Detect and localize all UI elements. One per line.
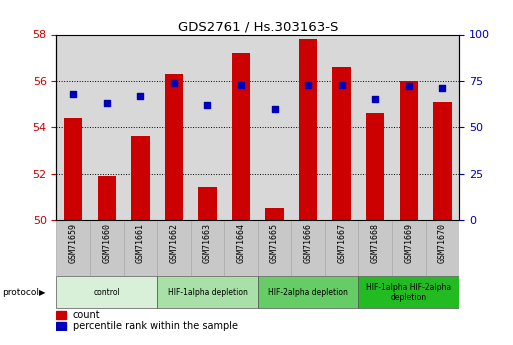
Point (103, 100, 111, 106)
Text: ▶: ▶ (38, 288, 45, 297)
Text: GSM71664: GSM71664 (236, 223, 246, 263)
Bar (359, 220, 392, 276)
Bar (291, 220, 325, 276)
Bar (191, 220, 224, 276)
Bar (97, 176, 116, 220)
Text: HIF-2alpha depletion: HIF-2alpha depletion (268, 288, 348, 297)
Bar (124, 220, 157, 276)
Text: GSM71668: GSM71668 (371, 223, 380, 263)
Bar (56, 310, 67, 319)
Text: GSM71670: GSM71670 (438, 223, 447, 263)
Text: GSM71669: GSM71669 (404, 223, 413, 263)
Bar (332, 67, 351, 220)
Text: percentile rank within the sample: percentile rank within the sample (72, 321, 238, 331)
Text: GSM71662: GSM71662 (169, 223, 179, 263)
Bar (56, 322, 67, 330)
Bar (224, 220, 258, 276)
Point (69, 91, 77, 97)
Point (304, 82, 312, 87)
Bar (258, 276, 359, 308)
Point (136, 93, 145, 98)
Text: GSM71660: GSM71660 (102, 223, 111, 263)
Point (237, 82, 245, 87)
Bar (157, 276, 258, 308)
Bar (56, 220, 90, 276)
Bar (392, 220, 426, 276)
Point (405, 83, 413, 89)
Title: GDS2761 / Hs.303163-S: GDS2761 / Hs.303163-S (177, 20, 338, 33)
Bar (165, 74, 183, 220)
Bar (299, 39, 318, 220)
Bar (325, 220, 359, 276)
Point (338, 82, 346, 87)
Bar (400, 81, 418, 220)
Text: control: control (93, 288, 120, 297)
Bar (265, 208, 284, 220)
Point (371, 97, 379, 102)
Text: GSM71659: GSM71659 (69, 223, 77, 263)
Bar (56, 276, 157, 308)
Text: GSM71666: GSM71666 (304, 223, 312, 263)
Bar (232, 53, 250, 220)
Point (203, 102, 211, 108)
Text: GSM71663: GSM71663 (203, 223, 212, 263)
Bar (198, 187, 216, 220)
Text: GSM71661: GSM71661 (136, 223, 145, 263)
Bar (90, 220, 124, 276)
Bar (359, 276, 459, 308)
Text: GSM71665: GSM71665 (270, 223, 279, 263)
Text: protocol: protocol (3, 288, 40, 297)
Bar (64, 118, 83, 220)
Bar (258, 220, 291, 276)
Bar (157, 220, 191, 276)
Point (438, 86, 446, 91)
Bar (131, 137, 150, 220)
Point (170, 80, 178, 86)
Text: count: count (72, 310, 100, 320)
Point (270, 106, 279, 111)
Bar (366, 113, 384, 220)
Text: HIF-1alpha HIF-2alpha
depletion: HIF-1alpha HIF-2alpha depletion (366, 283, 451, 302)
Bar (433, 102, 451, 220)
Text: GSM71667: GSM71667 (337, 223, 346, 263)
Text: HIF-1alpha depletion: HIF-1alpha depletion (168, 288, 247, 297)
Bar (426, 220, 459, 276)
